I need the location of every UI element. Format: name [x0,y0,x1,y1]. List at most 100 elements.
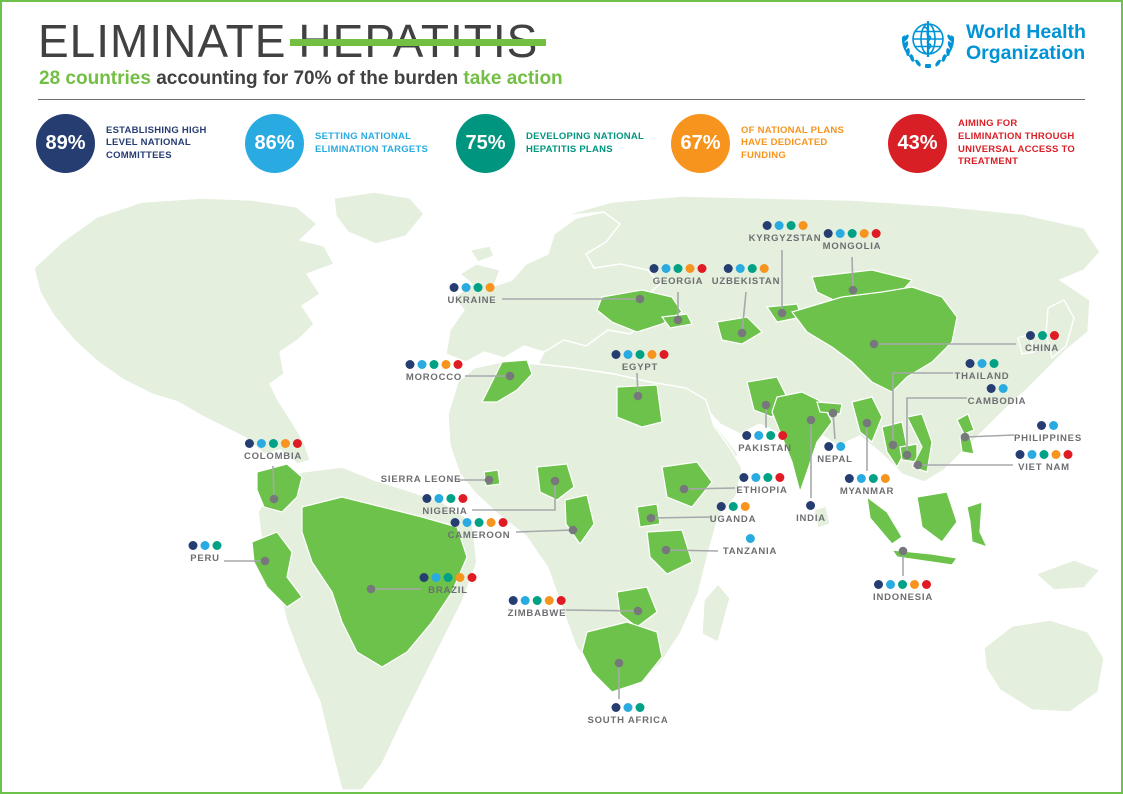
country-name-indonesia: INDONESIA [873,592,933,603]
map-marker-morocco [505,371,515,381]
navy-dot-icon [422,494,432,503]
stat-label-89: ESTABLISHING HIGH LEVEL NATIONAL COMMITT… [106,124,207,161]
status-dots-nepal [817,442,853,451]
country-label-china: CHINA [1025,331,1059,354]
status-dots-cambodia [968,384,1027,393]
orange-dot-icon [859,229,869,238]
red-dot-icon [1063,450,1073,459]
teal-dot-icon [747,264,757,273]
country-name-ukraine: UKRAINE [447,295,497,306]
red-dot-icon [458,494,468,503]
status-dots-philippines [1014,421,1082,430]
orange-dot-icon [544,596,554,605]
status-dots-thailand [955,359,1010,368]
leader-line-cameroon [515,529,574,533]
status-dots-georgia [649,264,707,273]
navy-dot-icon [188,541,198,550]
country-shape-india [771,391,833,495]
navy-dot-icon [723,264,733,273]
country-shape-ethiopia [661,461,713,508]
status-dots-brazil [419,573,477,582]
country-label-sierra-leone: SIERRA LEONE [381,474,462,485]
blue-dot-icon [856,474,866,483]
country-label-egypt: EGYPT [611,350,669,373]
country-label-indonesia: INDONESIA [873,580,933,603]
country-label-tanzania: TANZANIA [723,534,777,557]
navy-dot-icon [874,580,884,589]
country-label-cambodia: CAMBODIA [968,384,1027,407]
map-marker-cameroon [568,525,578,535]
teal-dot-icon [1039,450,1049,459]
country-name-brazil: BRAZIL [428,585,468,596]
header-divider [38,99,1085,100]
red-dot-icon [467,573,477,582]
country-name-cameroon: CAMEROON [447,530,511,541]
stat-circle-86: 86% [245,114,304,173]
blue-dot-icon [623,703,633,712]
navy-dot-icon [742,431,752,440]
status-dots-tanzania [723,534,777,543]
status-dots-myanmar [840,474,894,483]
orange-dot-icon [880,474,890,483]
iceland [468,245,495,263]
map-marker-nigeria [550,476,560,486]
leader-line-thailand [892,372,953,445]
orange-dot-icon [685,264,695,273]
country-label-georgia: GEORGIA [649,264,707,287]
country-shape-vietnam [906,413,933,473]
map-marker-mongolia [848,285,858,295]
navy-dot-icon [508,596,518,605]
country-name-myanmar: MYANMAR [839,486,895,497]
orange-dot-icon [486,518,496,527]
navy-dot-icon [824,442,834,451]
leader-line-nigeria [472,481,556,511]
blue-dot-icon [998,384,1008,393]
country-label-kyrgyzstan: KYRGYZSTAN [749,221,822,244]
blue-dot-icon [417,360,427,369]
sri-lanka [813,505,831,529]
stat-label-43: AIMING FOR ELIMINATION THROUGH UNIVERSAL… [958,118,1076,168]
leader-line-zimbabwe [565,609,639,612]
map-marker-sierra-leone [484,475,494,485]
leader-line-ethiopia [683,487,736,490]
country-label-nepal: NEPAL [817,442,853,465]
map-marker-colombia [269,494,279,504]
subtitle-countries: 28 countries [39,68,151,89]
country-name-pakistan: PAKISTAN [738,443,792,454]
status-dots-ethiopia [736,473,787,482]
title-hepatitis-strikethrough: HEPATITIS [290,15,547,67]
teal-dot-icon [1037,331,1047,340]
map-marker-viet-nam [913,460,923,470]
country-label-cameroon: CAMEROON [448,518,511,541]
who-logo-text: World Health Organization [966,20,1086,65]
map-marker-china [869,339,879,349]
map-marker-india [806,415,816,425]
stat-committees: 89% ESTABLISHING HIGH LEVEL NATIONAL COM… [36,114,224,173]
blue-dot-icon [462,518,472,527]
stat-circle-89: 89% [36,114,95,173]
country-name-peru: PERU [190,553,220,564]
map-marker-uzbekistan [737,328,747,338]
status-dots-uganda [710,502,757,511]
country-name-uganda: UGANDA [709,514,757,525]
status-dots-indonesia [873,580,933,589]
teal-dot-icon [766,431,776,440]
map-marker-cambodia [902,450,912,460]
blue-dot-icon [520,596,530,605]
teal-dot-icon [473,283,483,292]
orange-dot-icon [647,350,657,359]
blue-dot-icon [623,350,633,359]
navy-dot-icon [739,473,749,482]
who-logo-line1: World Health [966,20,1086,43]
stat-label-67: OF NATIONAL PLANS HAVE DEDICATED FUNDING [741,124,845,161]
red-dot-icon [775,473,785,482]
blue-dot-icon [735,264,745,273]
country-label-ethiopia: ETHIOPIA [736,473,787,496]
country-label-mongolia: MONGOLIA [823,229,882,252]
country-label-pakistan: PAKISTAN [738,431,792,454]
map-marker-egypt [633,391,643,401]
who-logo-line2: Organization [966,42,1086,64]
country-name-viet-nam: VIET NAM [1018,462,1070,473]
country-label-zimbabwe: ZIMBABWE [508,596,567,619]
